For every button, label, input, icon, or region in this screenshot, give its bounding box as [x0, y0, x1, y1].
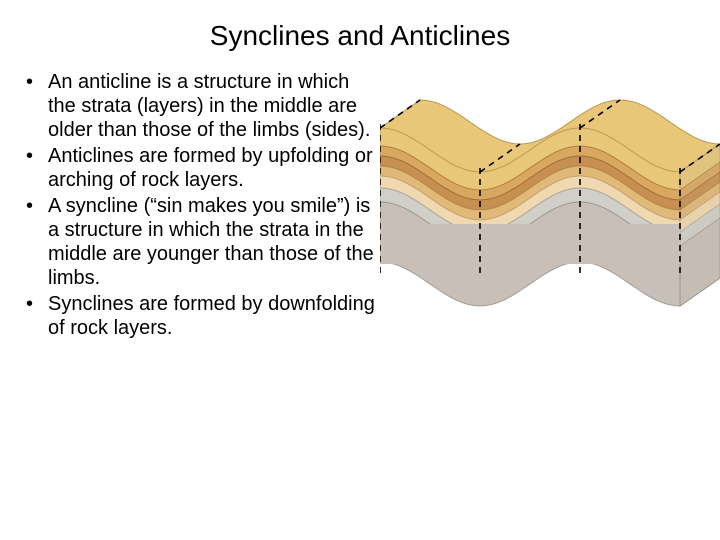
list-item: An anticline is a structure in which the… [20, 70, 380, 142]
content-row: An anticline is a structure in which the… [0, 70, 720, 370]
list-item: Synclines are formed by downfolding of r… [20, 292, 380, 340]
bullet-column: An anticline is a structure in which the… [20, 70, 380, 370]
slide-title: Synclines and Anticlines [0, 0, 720, 70]
fold-diagram [380, 90, 720, 340]
bullet-list: An anticline is a structure in which the… [20, 70, 380, 340]
diagram-column [380, 70, 720, 370]
list-item: A syncline (“sin makes you smile”) is a … [20, 194, 380, 290]
list-item: Anticlines are formed by upfolding or ar… [20, 144, 380, 192]
